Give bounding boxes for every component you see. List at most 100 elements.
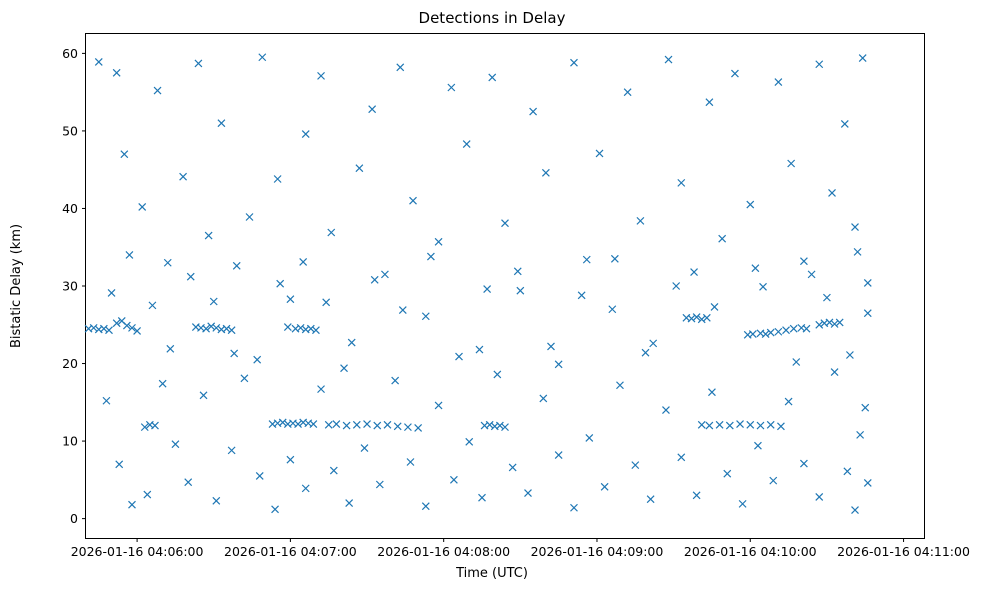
- data-point-marker: [148, 301, 157, 310]
- data-point-marker: [554, 360, 563, 369]
- data-point-marker: [708, 388, 716, 397]
- data-point-marker: [184, 478, 193, 487]
- data-point-marker: [299, 258, 308, 266]
- data-point-marker: [368, 105, 377, 114]
- data-point-marker: [861, 403, 870, 412]
- data-point-marker: [340, 364, 348, 373]
- data-point-marker: [631, 461, 640, 470]
- data-point-marker: [301, 484, 310, 493]
- data-point-marker: [547, 342, 555, 351]
- data-point-marker: [462, 140, 471, 149]
- data-point-marker: [312, 326, 320, 335]
- data-point-marker: [434, 237, 443, 246]
- data-point-marker: [327, 228, 336, 237]
- data-point-marker: [286, 295, 295, 304]
- data-point-marker: [258, 53, 267, 62]
- data-point-marker: [133, 327, 142, 335]
- data-point-marker: [493, 370, 502, 379]
- data-point-marker: [845, 351, 854, 359]
- data-point-marker: [253, 355, 262, 364]
- data-point-marker: [434, 401, 443, 410]
- data-point-marker: [830, 320, 839, 328]
- data-point-marker: [455, 352, 463, 361]
- data-point-marker: [853, 247, 862, 256]
- data-point-marker: [570, 503, 578, 512]
- data-point-marker: [166, 344, 175, 353]
- data-point-marker: [600, 482, 609, 491]
- data-point-marker: [283, 323, 292, 332]
- data-point-marker: [217, 119, 226, 128]
- data-point-marker: [426, 252, 435, 261]
- data-point-marker: [294, 420, 302, 428]
- data-point-marker: [296, 323, 305, 332]
- data-point-marker: [409, 196, 417, 205]
- data-point-marker: [524, 489, 532, 497]
- data-point-marker: [273, 175, 282, 183]
- data-point-marker: [153, 86, 162, 95]
- data-point-marker: [782, 326, 790, 335]
- y-tick-label: 10: [62, 434, 78, 449]
- data-point-marker: [222, 324, 231, 333]
- data-point-marker: [398, 306, 407, 314]
- data-point-marker: [815, 492, 824, 501]
- data-point-marker: [774, 327, 783, 336]
- data-point-marker: [391, 376, 400, 385]
- data-point-marker: [702, 313, 711, 322]
- data-point-marker: [475, 345, 484, 354]
- data-point-marker: [851, 223, 859, 231]
- data-point-marker: [539, 394, 548, 403]
- data-point-marker: [835, 318, 844, 327]
- data-point-marker: [396, 63, 405, 72]
- data-point-marker: [759, 282, 767, 291]
- data-point-marker: [718, 234, 727, 243]
- data-point-marker: [595, 149, 604, 158]
- data-point-marker: [766, 328, 775, 337]
- data-point-marker: [483, 285, 492, 294]
- data-point-marker: [179, 172, 188, 181]
- data-point-marker: [761, 330, 770, 338]
- data-point-marker: [227, 446, 236, 455]
- data-point-marker: [715, 420, 724, 429]
- data-point-marker: [692, 313, 701, 321]
- data-point-marker: [143, 490, 152, 499]
- data-point-marker: [723, 469, 732, 478]
- data-point-marker: [393, 422, 402, 431]
- data-point-marker: [815, 60, 824, 69]
- data-point-marker: [851, 506, 859, 515]
- data-point-marker: [784, 397, 793, 406]
- data-point-marker: [204, 231, 213, 240]
- data-point-marker: [687, 314, 696, 323]
- data-point-marker: [122, 321, 131, 330]
- data-point-marker: [577, 291, 586, 300]
- data-point-marker: [746, 200, 755, 209]
- data-point-marker: [317, 71, 325, 80]
- data-point-marker: [332, 420, 341, 428]
- data-point-marker: [585, 434, 594, 442]
- data-point-marker: [212, 323, 221, 332]
- data-point-marker: [646, 495, 655, 504]
- x-axis-ticks: 2026-01-16 04:06:00 2026-01-16 04:07:00 20…: [71, 538, 970, 559]
- data-point-marker: [115, 460, 124, 469]
- y-tick-label: 30: [62, 279, 78, 294]
- data-point-marker: [830, 368, 839, 376]
- y-axis-label: Bistatic Delay (km): [9, 224, 24, 348]
- data-point-marker: [746, 420, 755, 429]
- data-point-marker: [199, 391, 208, 400]
- data-point-marker: [608, 305, 617, 314]
- data-point-marker: [856, 430, 865, 439]
- data-point-marker: [501, 219, 509, 228]
- data-point-marker: [329, 466, 338, 475]
- data-point-marker: [380, 270, 389, 279]
- data-point-marker: [271, 505, 279, 514]
- data-point-marker: [692, 491, 701, 500]
- data-point-marker: [186, 272, 195, 281]
- data-point-marker: [672, 282, 681, 290]
- data-point-marker: [370, 275, 379, 284]
- data-point-marker: [541, 168, 550, 177]
- x-tick-label: 2026-01-16 04:10:00: [684, 544, 817, 559]
- data-point-marker: [774, 78, 783, 86]
- data-point-marker: [825, 318, 834, 327]
- data-point-marker: [623, 88, 632, 97]
- data-point-marker: [554, 451, 563, 459]
